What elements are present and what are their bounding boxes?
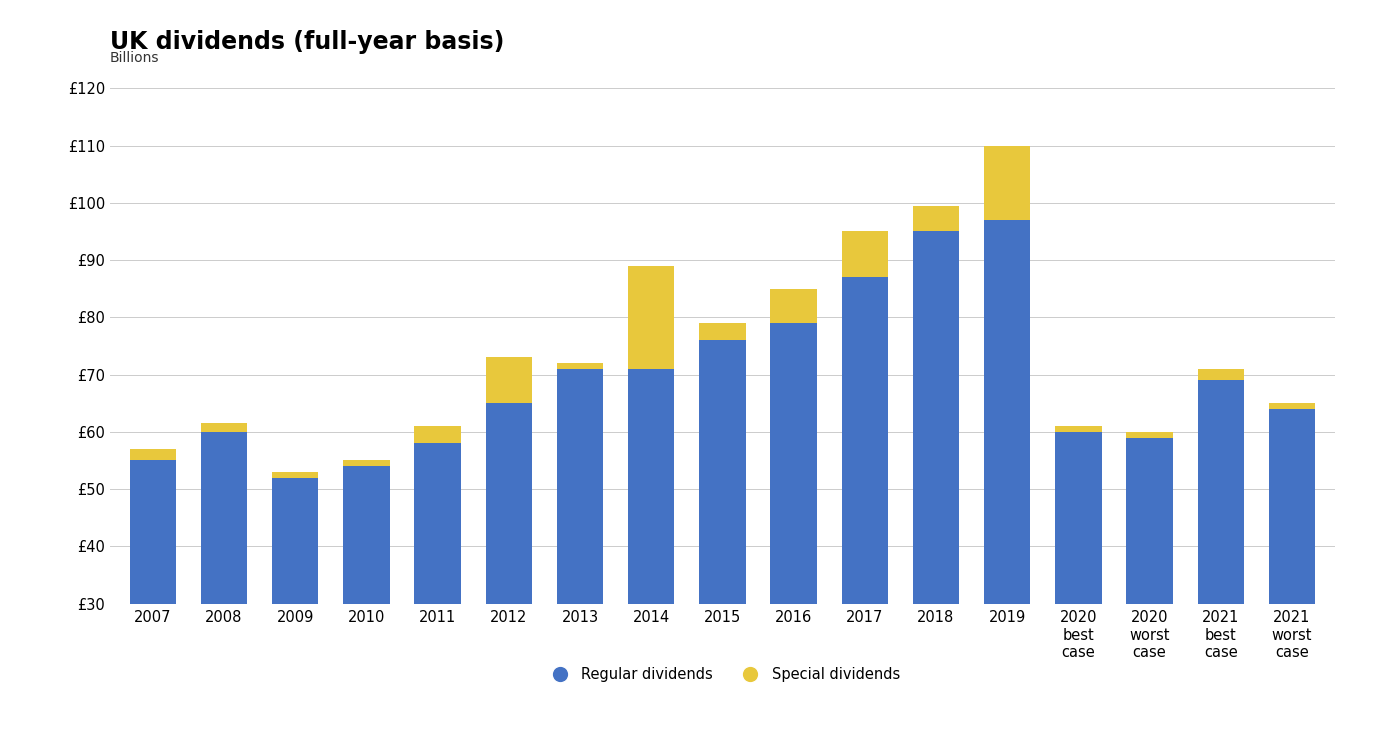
- Bar: [1197, 369, 1244, 381]
- Bar: [912, 205, 959, 231]
- Legend: Regular dividends, Special dividends: Regular dividends, Special dividends: [538, 659, 907, 689]
- Bar: [201, 432, 248, 736]
- Bar: [343, 461, 389, 466]
- Bar: [699, 323, 746, 340]
- Bar: [272, 472, 318, 478]
- Bar: [1197, 381, 1244, 736]
- Text: Billions: Billions: [110, 51, 160, 66]
- Bar: [414, 426, 461, 443]
- Bar: [343, 466, 389, 736]
- Bar: [201, 423, 248, 432]
- Bar: [1127, 437, 1172, 736]
- Bar: [842, 231, 888, 277]
- Bar: [627, 266, 674, 369]
- Text: UK dividends (full-year basis): UK dividends (full-year basis): [110, 30, 505, 54]
- Bar: [984, 220, 1031, 736]
- Bar: [486, 403, 533, 736]
- Bar: [842, 277, 888, 736]
- Bar: [699, 340, 746, 736]
- Bar: [1269, 403, 1315, 409]
- Bar: [414, 443, 461, 736]
- Bar: [771, 289, 817, 323]
- Bar: [557, 363, 603, 369]
- Bar: [129, 449, 176, 461]
- Bar: [912, 231, 959, 736]
- Bar: [129, 461, 176, 736]
- Bar: [557, 369, 603, 736]
- Bar: [771, 323, 817, 736]
- Bar: [1127, 432, 1172, 437]
- Bar: [984, 146, 1031, 220]
- Bar: [627, 369, 674, 736]
- Bar: [1269, 409, 1315, 736]
- Bar: [272, 478, 318, 736]
- Bar: [486, 358, 533, 403]
- Bar: [1055, 432, 1102, 736]
- Bar: [1055, 426, 1102, 432]
